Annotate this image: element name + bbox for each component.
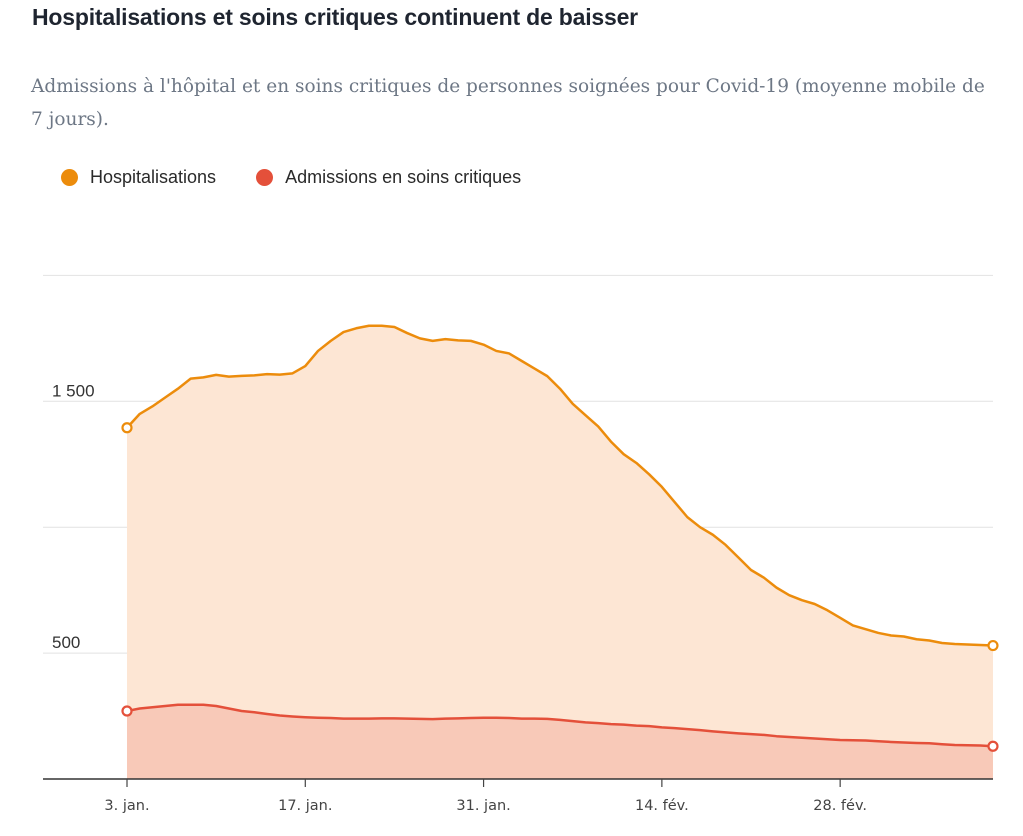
chart-subtitle: Admissions à l'hôpital et en soins criti… — [31, 76, 985, 130]
legend-swatch-hospitalisations — [61, 169, 78, 186]
chart-title: Hospitalisations et soins critiques cont… — [32, 4, 638, 30]
y-tick-label: 1 500 — [52, 381, 95, 400]
x-tick-label: 3. jan. — [104, 798, 149, 814]
legend-label-critical-care: Admissions en soins critiques — [285, 167, 522, 187]
line-hospitalisations — [125, 324, 995, 647]
legend-item-critical-care: Admissions en soins critiques — [256, 167, 521, 188]
legend-label-hospitalisations: Hospitalisations — [90, 167, 217, 187]
legend-swatch-critical-care — [256, 169, 274, 186]
line-critical-care — [125, 703, 995, 748]
x-tick-label: 28. fév. — [813, 798, 867, 814]
area-hospitalisations — [127, 325, 993, 779]
y-tick-label: 500 — [52, 633, 80, 652]
end-marker-hospitalisations — [987, 639, 999, 652]
x-tick-label: 17. jan. — [278, 798, 332, 814]
area-critical-care — [127, 704, 993, 779]
chart-legend: Hospitalisations Admissions en soins cri… — [61, 167, 561, 188]
start-marker-critical-care — [121, 705, 133, 717]
legend-item-hospitalisations: Hospitalisations — [61, 167, 216, 188]
end-marker-critical-care — [987, 740, 999, 752]
x-tick-label: 14. fév. — [635, 798, 689, 814]
x-tick-label: 31. jan. — [456, 798, 510, 814]
start-marker-hospitalisations — [121, 422, 133, 434]
